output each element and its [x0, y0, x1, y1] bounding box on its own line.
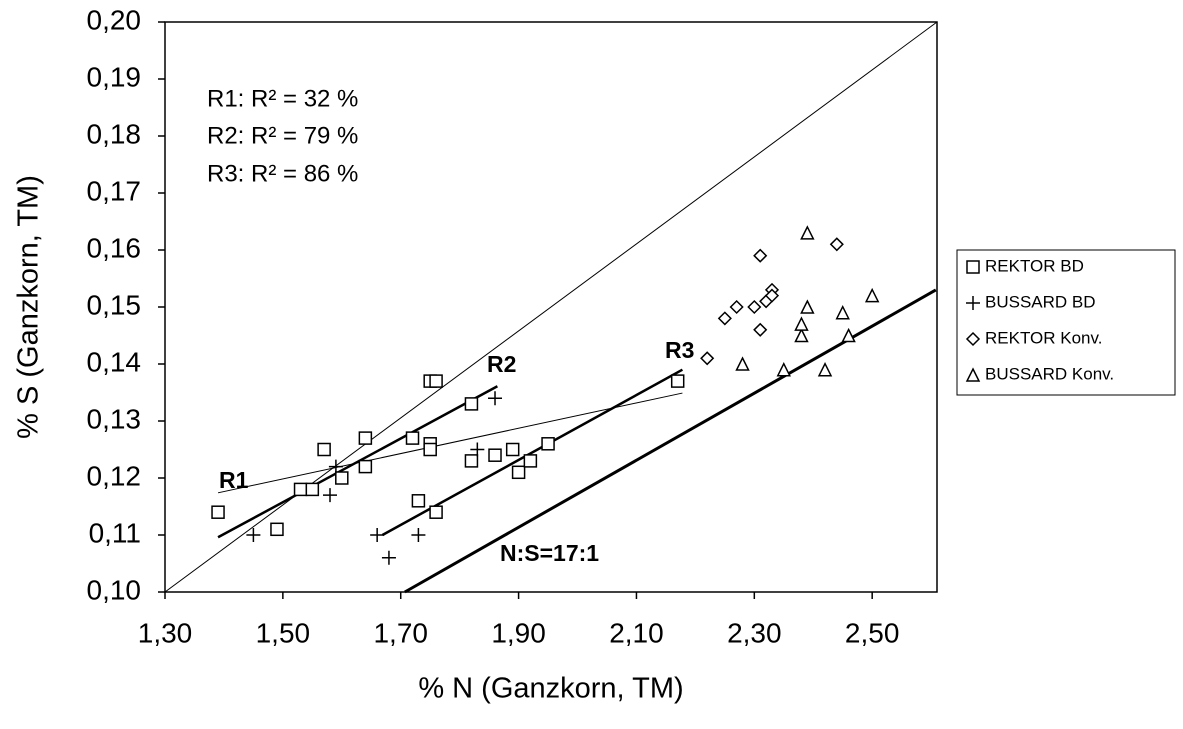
data-point	[541, 437, 555, 451]
data-point	[381, 550, 396, 565]
data-point	[794, 327, 809, 343]
data-point	[864, 287, 880, 303]
reference-line	[404, 288, 937, 594]
data-point	[800, 299, 815, 314]
annotation: R2: R² = 79 %	[207, 122, 358, 149]
data-point	[670, 374, 685, 388]
legend-label: BUSSARD BD	[985, 292, 1096, 311]
data-point	[776, 362, 791, 377]
data-point	[835, 305, 850, 320]
legend-marker	[966, 296, 980, 310]
data-point	[511, 465, 526, 480]
data-point	[323, 488, 338, 503]
data-point	[328, 459, 343, 474]
data-point	[270, 522, 284, 537]
reference-line	[217, 385, 498, 539]
x-tick-label: 2,10	[609, 617, 664, 648]
data-point	[423, 442, 437, 457]
data-point	[829, 237, 844, 252]
legend-label: REKTOR Konv.	[985, 328, 1102, 347]
x-tick-label: 1,70	[373, 617, 428, 648]
data-point	[405, 431, 420, 445]
data-point	[817, 362, 833, 377]
y-tick-label: 0,10	[87, 574, 142, 605]
data-point	[411, 528, 426, 542]
data-point	[358, 459, 373, 474]
x-axis-label: % N (Ganzkorn, TM)	[418, 673, 683, 705]
y-tick-label: 0,14	[87, 346, 142, 377]
data-point	[429, 374, 443, 388]
x-tick-label: 1,90	[491, 617, 546, 648]
data-point	[488, 448, 502, 462]
data-point	[488, 391, 503, 406]
legend-label: BUSSARD Konv.	[985, 364, 1114, 383]
y-tick-label: 0,20	[87, 4, 142, 35]
data-point	[211, 505, 225, 519]
data-point	[735, 356, 750, 371]
data-point	[764, 288, 780, 303]
annotation: R3	[665, 337, 694, 363]
y-tick-label: 0,19	[87, 61, 142, 92]
y-tick-label: 0,16	[87, 232, 142, 263]
data-point	[753, 322, 768, 337]
data-point	[246, 528, 261, 542]
y-tick-label: 0,15	[87, 289, 142, 320]
data-point	[717, 311, 732, 326]
data-point	[753, 248, 768, 263]
x-tick-label: 1,30	[138, 617, 193, 648]
reference-line	[217, 392, 683, 494]
legend-label: REKTOR BD	[985, 256, 1084, 275]
data-point	[358, 431, 373, 445]
y-tick-label: 0,13	[87, 403, 142, 434]
legend-marker	[965, 331, 981, 347]
annotation: R2	[487, 351, 516, 377]
data-point	[729, 299, 744, 315]
data-point	[464, 397, 479, 411]
data-point	[505, 442, 520, 457]
y-tick-label: 0,17	[87, 175, 142, 206]
y-tick-label: 0,12	[87, 460, 142, 491]
y-axis-label: % S (Ganzkorn, TM)	[13, 175, 45, 439]
data-point	[523, 454, 538, 468]
legend-marker	[965, 367, 981, 382]
annotation: R3: R² = 86 %	[207, 160, 358, 187]
data-point	[370, 528, 385, 542]
data-point	[317, 442, 331, 457]
annotation: N:S=17:1	[500, 540, 599, 566]
legend-marker	[966, 260, 980, 274]
data-point	[800, 225, 815, 240]
x-tick-label: 2,50	[845, 617, 900, 648]
x-tick-label: 1,50	[256, 617, 311, 648]
annotation: R1	[219, 467, 249, 493]
data-point	[335, 471, 349, 485]
data-point	[293, 482, 308, 497]
data-point	[794, 316, 809, 331]
data-point	[841, 327, 856, 343]
data-point	[470, 442, 485, 457]
annotation: R1: R² = 32 %	[207, 85, 358, 112]
data-point	[429, 505, 443, 519]
data-point	[305, 482, 320, 497]
data-point	[700, 351, 715, 366]
data-point	[464, 454, 479, 468]
x-tick-label: 2,30	[727, 617, 782, 648]
legend-box	[956, 249, 1176, 396]
data-point	[411, 494, 426, 508]
y-tick-label: 0,11	[89, 517, 141, 548]
y-tick-label: 0,18	[87, 118, 142, 149]
data-point	[747, 299, 762, 315]
